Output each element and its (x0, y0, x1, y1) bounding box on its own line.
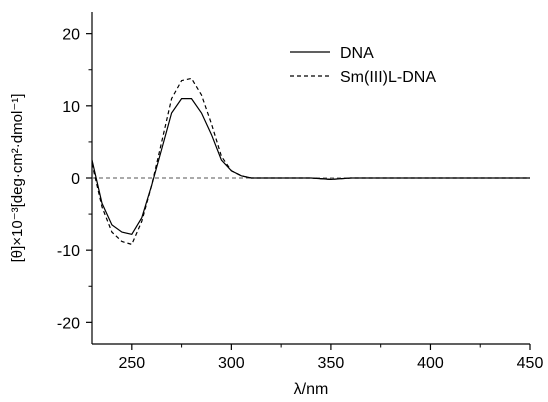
x-tick-label: 250 (118, 355, 145, 372)
y-tick-label: 0 (71, 171, 80, 188)
legend-label: Sm(III)L-DNA (340, 69, 436, 86)
y-tick-label: -10 (57, 243, 80, 260)
series-line-sm-iii-l-dna (91, 77, 530, 246)
y-axis-label: [θ]×10⁻³[deg·cm²·dmol⁻¹] (9, 94, 26, 263)
legend-label: DNA (340, 45, 374, 62)
series-line-dna (91, 97, 530, 235)
x-axis-label: λ/nm (294, 381, 329, 398)
y-tick-label: -20 (57, 315, 80, 332)
x-tick-label: 300 (218, 355, 245, 372)
x-tick-label: 350 (318, 355, 345, 372)
y-tick-label: 10 (62, 99, 80, 116)
tick-group: 250 300 350 400 450 -20 -10 0 10 20 (57, 27, 544, 372)
x-tick-label: 450 (517, 355, 544, 372)
x-tick-label: 400 (417, 355, 444, 372)
y-tick-label: 20 (62, 27, 80, 44)
legend: DNA Sm(III)L-DNA (290, 45, 436, 86)
series-group (91, 77, 530, 246)
